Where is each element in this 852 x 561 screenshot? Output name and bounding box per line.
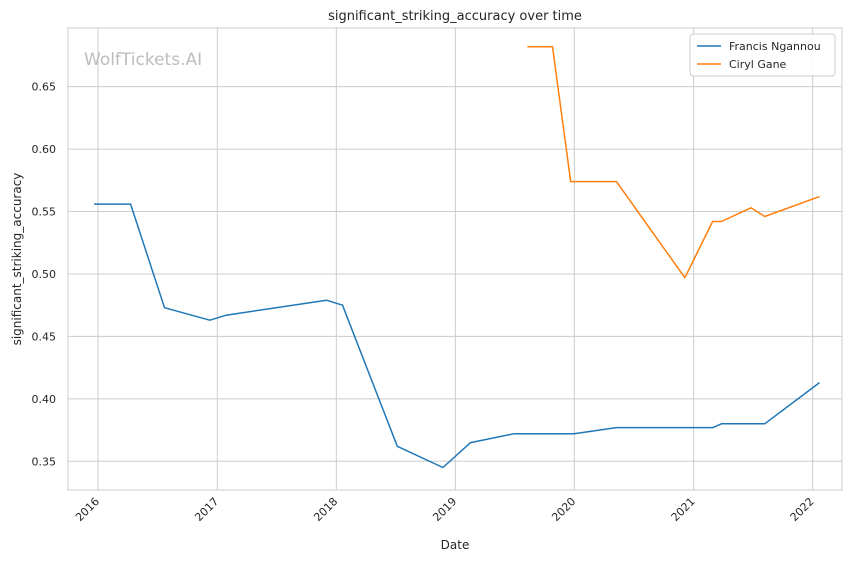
- y-tick-label: 0.50: [32, 268, 57, 281]
- y-axis-label: significant_striking_accuracy: [10, 173, 24, 346]
- y-axis-ticks: 0.35 0.40 0.45 0.50 0.55 0.60 0.65: [32, 81, 57, 469]
- y-tick-label: 0.40: [32, 393, 57, 406]
- y-tick-label: 0.35: [32, 455, 57, 468]
- y-tick-label: 0.60: [32, 143, 57, 156]
- watermark: WolfTickets.AI: [84, 50, 202, 70]
- y-tick-label: 0.45: [32, 330, 57, 343]
- plot-frame: [67, 27, 843, 491]
- y-tick-label: 0.55: [32, 206, 57, 219]
- chart-title: significant_striking_accuracy over time: [328, 9, 582, 24]
- grid-lines: [68, 28, 842, 490]
- legend-label-gane: Ciryl Gane: [729, 58, 787, 71]
- legend-box: [689, 33, 836, 77]
- series-line-1: [527, 45, 820, 279]
- legend-label-ngannou: Francis Ngannou: [729, 40, 821, 53]
- series-lines: [94, 45, 820, 469]
- legend: Francis Ngannou Ciryl Gane: [689, 33, 836, 77]
- x-axis-label: Date: [441, 538, 470, 552]
- y-tick-label: 0.65: [32, 81, 57, 94]
